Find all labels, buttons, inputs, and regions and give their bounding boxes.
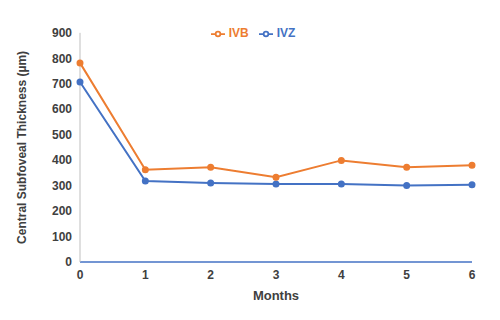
- svg-text:100: 100: [52, 230, 72, 244]
- svg-text:1: 1: [142, 268, 149, 282]
- svg-text:200: 200: [52, 204, 72, 218]
- html-text:IVB: IVB: [228, 26, 249, 40]
- svg-text:900: 900: [52, 26, 72, 40]
- svg-text:500: 500: [52, 128, 72, 142]
- svg-text:0: 0: [77, 268, 84, 282]
- svg-text:400: 400: [52, 153, 72, 167]
- svg-text:700: 700: [52, 77, 72, 91]
- svg-text:300: 300: [52, 179, 72, 193]
- html-text:IVZ: IVZ: [276, 26, 296, 40]
- svg-text:800: 800: [52, 52, 72, 66]
- svg-text:6: 6: [469, 268, 476, 282]
- svg-text:4: 4: [338, 268, 345, 282]
- svg-text:Central Subfoveal Thickness (µ: Central Subfoveal Thickness (µm): [15, 51, 29, 244]
- svg-text:Months: Months: [253, 288, 299, 303]
- svg-text:600: 600: [52, 102, 72, 116]
- svg-text:0: 0: [65, 255, 72, 269]
- svg-text:2: 2: [207, 268, 214, 282]
- svg-text:3: 3: [273, 268, 280, 282]
- svg-text:5: 5: [403, 268, 410, 282]
